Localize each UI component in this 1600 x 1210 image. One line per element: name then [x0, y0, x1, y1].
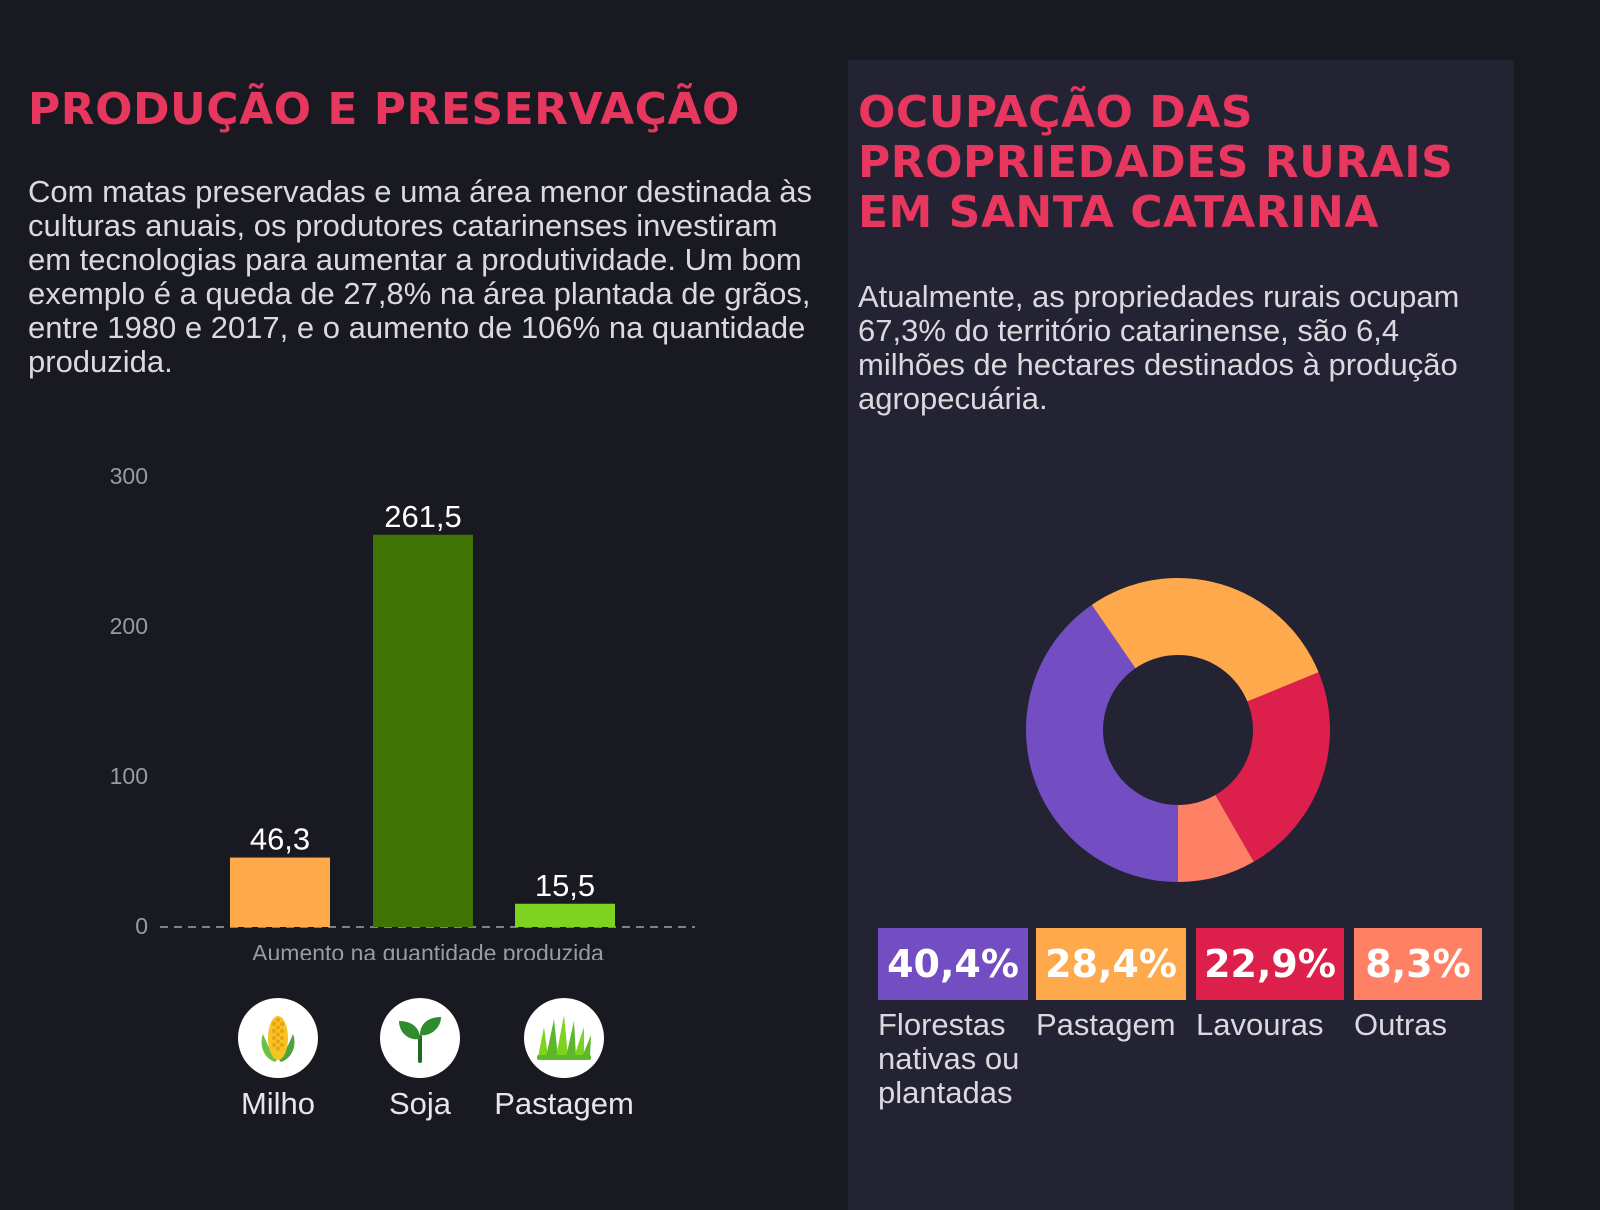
donut-slice-1: [1091, 578, 1319, 702]
crop-pastagem: Pastagem: [484, 998, 644, 1122]
crop-milho: Milho: [198, 998, 358, 1122]
donut-legend: 40,4% Florestas nativas ou plantadas 28,…: [878, 928, 1498, 1128]
crop-soja: Soja: [340, 998, 500, 1122]
legend-item-lavouras: 22,9% Lavouras: [1196, 928, 1344, 1042]
bar-chart: 0 100 200 300 46,3 261,5 15,5 Aumento na quanti…: [110, 463, 695, 960]
bar-value-label: 261,5: [384, 499, 462, 534]
bar-pastagem: [515, 903, 615, 927]
legend-item-florestas: 40,4% Florestas nativas ou plantadas: [878, 928, 1028, 1110]
donut-slice-3: [1178, 795, 1254, 882]
legend-label-lavouras: Lavouras: [1196, 1007, 1324, 1042]
legend-value-lavouras: 22,9%: [1196, 928, 1344, 1000]
legend-label-pastagem: Pastagem: [1036, 1007, 1176, 1042]
corn-icon: [238, 998, 318, 1078]
y-tick-label: 300: [110, 463, 148, 489]
y-tick-label: 0: [135, 913, 148, 939]
y-tick-label: 100: [110, 763, 148, 789]
occupation-title: OCUPAÇÃO DAS PROPRIEDADES RURAIS EM SANT…: [858, 87, 1454, 238]
donut-slice-2: [1215, 672, 1330, 862]
legend-label-florestas: Florestas nativas ou plantadas: [878, 1007, 1020, 1110]
legend-value-outras: 8,3%: [1354, 928, 1482, 1000]
production-title: PRODUÇÃO E PRESERVAÇÃO: [28, 84, 740, 135]
y-tick-label: 200: [110, 613, 148, 639]
grass-icon: [524, 998, 604, 1078]
legend-value-pastagem: 28,4%: [1036, 928, 1186, 1000]
bar-milho: [230, 857, 330, 927]
bar-value-label: 15,5: [535, 868, 595, 903]
legend-item-outras: 8,3% Outras: [1354, 928, 1482, 1042]
production-panel: PRODUÇÃO E PRESERVAÇÃO Com matas preserv…: [0, 84, 848, 1138]
x-axis-label: Aumento na quantidade produzida: [252, 940, 604, 960]
crop-label-pastagem: Pastagem: [494, 1086, 634, 1121]
legend-label-outras: Outras: [1354, 1007, 1448, 1042]
legend-value-florestas: 40,4%: [878, 928, 1028, 1000]
bar-value-label: 46,3: [250, 822, 310, 857]
crop-label-milho: Milho: [240, 1086, 316, 1121]
legend-item-pastagem: 28,4% Pastagem: [1036, 928, 1186, 1042]
production-description: Com matas preservadas e uma área menor d…: [28, 174, 813, 379]
donut-chart: [1026, 578, 1330, 882]
occupation-panel: OCUPAÇÃO DAS PROPRIEDADES RURAIS EM SANT…: [848, 60, 1514, 1210]
crop-label-soja: Soja: [388, 1086, 452, 1121]
occupation-description: Atualmente, as propriedades rurais ocupa…: [858, 279, 1460, 416]
crop-icons: Milho Soja: [0, 998, 848, 1138]
bar-soja: [373, 534, 473, 927]
sprout-icon: [380, 998, 460, 1078]
donut-slice-0: [1026, 604, 1178, 882]
